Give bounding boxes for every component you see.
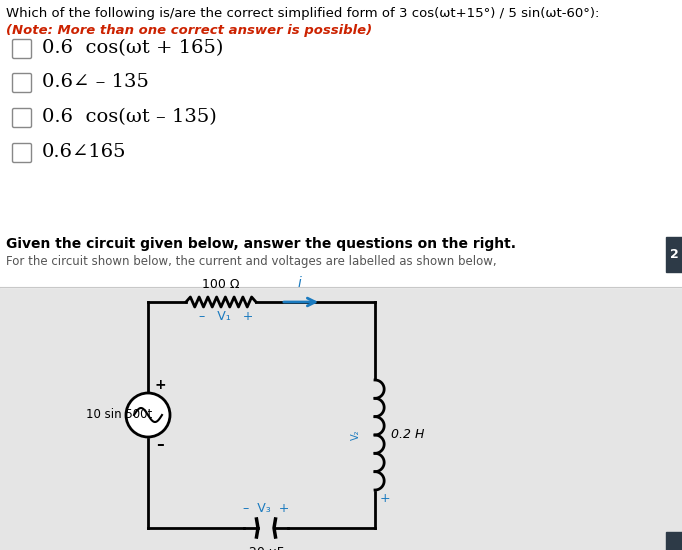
Bar: [0, 287, 682, 550]
Bar: [0, 0, 682, 287]
Bar: [666, 532, 682, 550]
Text: 10 sin 500t: 10 sin 500t: [86, 409, 152, 421]
FancyBboxPatch shape: [12, 40, 31, 58]
Text: (Note: More than one correct answer is possible): (Note: More than one correct answer is p…: [6, 24, 372, 37]
Text: 100 Ω: 100 Ω: [203, 278, 240, 291]
Text: 0.6∠165: 0.6∠165: [42, 143, 126, 161]
Bar: [666, 237, 682, 272]
Text: –: –: [156, 437, 164, 453]
Text: 0.6∠ – 135: 0.6∠ – 135: [42, 73, 149, 91]
Text: 0.6  cos(ωt + 165): 0.6 cos(ωt + 165): [42, 39, 224, 57]
Text: For the circuit shown below, the current and voltages are labelled as shown belo: For the circuit shown below, the current…: [6, 255, 496, 268]
Text: –   V₁   +: – V₁ +: [199, 310, 253, 322]
Text: +: +: [380, 492, 390, 504]
FancyBboxPatch shape: [12, 144, 31, 162]
Text: +: +: [154, 378, 166, 392]
FancyBboxPatch shape: [12, 74, 31, 92]
Text: –  V₃  +: – V₃ +: [243, 502, 289, 514]
Text: 2: 2: [670, 249, 679, 261]
Text: Which of the following is/are the correct simplified form of 3 cos(ωt+15°) / 5 s: Which of the following is/are the correc…: [6, 7, 599, 20]
Text: i: i: [297, 276, 301, 290]
Text: 20 μF: 20 μF: [248, 546, 284, 550]
Circle shape: [126, 393, 170, 437]
Text: 0.6  cos(ωt – 135): 0.6 cos(ωt – 135): [42, 108, 217, 126]
FancyBboxPatch shape: [12, 108, 31, 128]
Text: V₂: V₂: [351, 430, 361, 440]
Text: 0.2 H: 0.2 H: [391, 428, 424, 442]
Text: Given the circuit given below, answer the questions on the right.: Given the circuit given below, answer th…: [6, 237, 516, 251]
